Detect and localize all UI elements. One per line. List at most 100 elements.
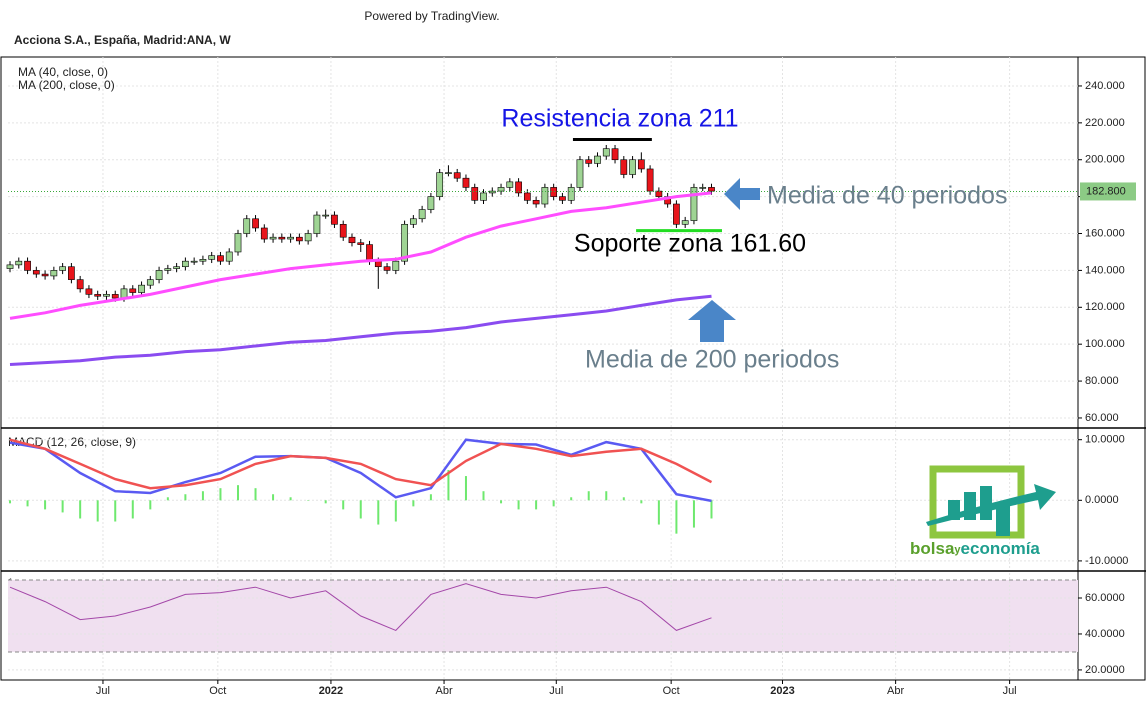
candle-body [497, 187, 505, 192]
logo-word: y [954, 544, 961, 556]
candle-body [541, 187, 549, 205]
histogram-bar [44, 500, 47, 510]
candle-body [68, 266, 75, 280]
candle-body [24, 260, 31, 271]
candle-body [708, 187, 715, 192]
candle-body [76, 279, 84, 290]
candle-body [15, 260, 23, 266]
chart-title: Acciona S.A., España, Madrid:ANA, W [14, 33, 231, 47]
y-tick-label: 120.000 [1085, 301, 1125, 313]
histogram-bar [587, 491, 590, 501]
histogram-bar [342, 500, 345, 510]
candle-body [85, 288, 93, 295]
candle-body [59, 266, 66, 271]
candle-body [401, 223, 408, 262]
candle-body [252, 218, 259, 229]
candle-body [559, 196, 566, 201]
panel-title: MACD (12, 26, close, 9) [8, 435, 136, 449]
histogram-bar [482, 491, 485, 501]
candle-body [103, 294, 110, 297]
x-tick-label: Abr [887, 685, 904, 697]
candle-body [208, 255, 216, 260]
candle-body [637, 159, 645, 170]
histogram-bar [236, 485, 239, 501]
y-tick-label: 0.0000 [1085, 494, 1119, 506]
candle-body [646, 168, 654, 192]
candle-body [523, 192, 531, 201]
histogram-bar [692, 500, 695, 528]
y-tick-label: 10.0000 [1085, 434, 1125, 446]
last-price-box [1080, 182, 1136, 201]
x-tick-label: Jul [549, 685, 563, 697]
x-tick-label: Abr [435, 685, 452, 697]
series-line [9, 438, 712, 503]
candle-body [576, 159, 584, 188]
logo-arrow [926, 484, 1056, 526]
series-line [9, 294, 712, 366]
source: Powered by TradingView. [364, 9, 499, 23]
last-price-label: 182.800 [1086, 185, 1126, 197]
histogram-bar [570, 497, 573, 501]
candle-body [6, 264, 14, 269]
candle-body [199, 259, 207, 262]
histogram-bar [517, 500, 520, 510]
histogram-bar [552, 500, 555, 507]
candle-body [287, 236, 294, 240]
histogram-bar [412, 500, 415, 507]
logo-bar [996, 506, 1010, 536]
x-tick-label: Jul [1003, 685, 1017, 697]
histogram-bar [429, 494, 432, 501]
y-tick-label: 240.000 [1085, 80, 1125, 92]
candle-body [190, 260, 198, 263]
candle-body [699, 187, 707, 189]
candle-body [611, 148, 619, 161]
support-label: Soporte zona 161.60 [574, 230, 806, 258]
histogram-bar [184, 494, 187, 501]
frame [0, 56, 1146, 681]
candle-body [673, 203, 680, 225]
x-tick-label: Oct [663, 685, 680, 697]
y-tick-label: -10.0000 [1085, 555, 1128, 567]
candle-body [445, 172, 452, 174]
arrow-up [688, 300, 736, 342]
logo-word: economía [961, 539, 1041, 558]
histogram-bar [114, 500, 117, 522]
candle-body [480, 192, 487, 201]
candle-body [383, 266, 391, 271]
legend-entry: MA (200, close, 0) [18, 78, 115, 92]
ma40-label: Media de 40 periodos [767, 182, 1007, 210]
histogram-bar [377, 500, 380, 525]
x-tick-label: 2023 [770, 685, 794, 697]
candle-body [462, 177, 470, 188]
histogram-bar [359, 500, 362, 519]
candle-body [357, 242, 365, 245]
candle-body [506, 181, 514, 188]
candle-body [488, 190, 496, 194]
y-tick-label: 60.0000 [1085, 592, 1125, 604]
histogram-bar [149, 500, 152, 510]
candle-body [655, 190, 663, 197]
histogram-bar [394, 500, 397, 522]
histogram-bar [464, 476, 467, 501]
histogram-bar [710, 500, 713, 519]
candle-body [313, 214, 321, 234]
candle-body [173, 266, 180, 269]
histogram-bar [535, 500, 538, 510]
candle-body [111, 294, 119, 299]
plot-layer: 60.000 80.000 100.000 120.000 140.000 160.000… [0, 56, 1146, 697]
histogram-bar [657, 500, 660, 525]
candle-body [567, 187, 575, 201]
candle-body [339, 223, 347, 238]
candle-body [374, 260, 382, 268]
y-tick-label: 140.000 [1085, 264, 1125, 276]
candle-body [304, 233, 312, 242]
candle-body [322, 214, 330, 217]
candle-body [331, 214, 338, 225]
candle-body [602, 148, 610, 157]
y-tick-label: 220.000 [1085, 117, 1125, 129]
candle-body [164, 268, 172, 271]
rsi-band [8, 580, 1078, 652]
histogram-bar [675, 500, 678, 534]
histogram-bar [605, 491, 608, 501]
candle-body [436, 172, 444, 197]
